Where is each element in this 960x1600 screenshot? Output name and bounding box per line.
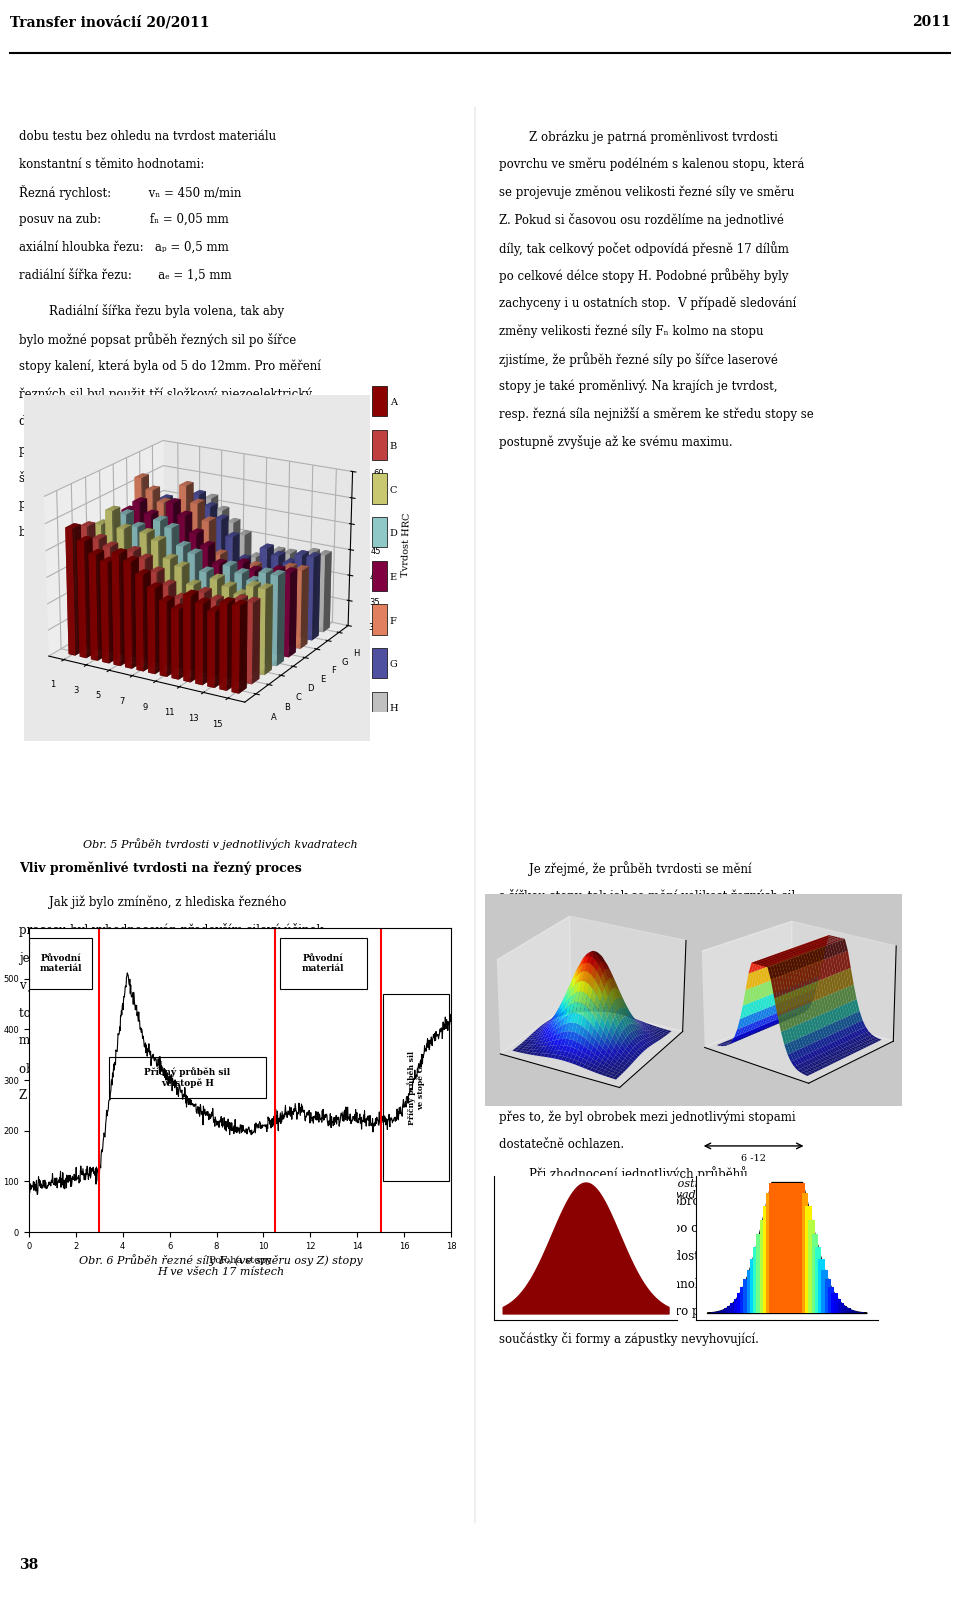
Text: bylo možné popsat průběh řezných sil po šířce: bylo možné popsat průběh řezných sil po … [19, 331, 297, 347]
Text: v jednotlivých stopách. Je pravděpodobné, že síla a: v jednotlivých stopách. Je pravděpodobné… [19, 978, 324, 992]
Text: řezu 0,5 mm je zřejmé, že tvrdost se razantně: řezu 0,5 mm je zřejmé, že tvrdost se raz… [499, 1250, 772, 1262]
Text: Jak již bylo zmíněno, z hlediska řezného: Jak již bylo zmíněno, z hlediska řezného [19, 894, 287, 909]
Bar [372, 605, 387, 635]
X-axis label: Poloha stopy: Poloha stopy [208, 1256, 272, 1266]
Text: Transfer inovácií 20/2011: Transfer inovácií 20/2011 [10, 16, 209, 29]
Text: po celkové délce stopy H. Podobné průběhy byly: po celkové délce stopy H. Podobné průběh… [499, 269, 789, 283]
Text: řezných sil byl použit tří složkový piezoelektrický: řezných sil byl použit tří složkový piez… [19, 387, 312, 400]
Text: D: D [390, 530, 397, 539]
Text: procesu byl vyhodnocován především silový účinek: procesu byl vyhodnocován především silov… [19, 923, 324, 936]
Text: by bylo zapotřebí zmenšit radiální hloubku záběru,: by bylo zapotřebí zmenšit radiální hloub… [499, 944, 802, 958]
Text: 6 -12: 6 -12 [741, 1154, 766, 1163]
Text: obr.6., který zachycuje průběh řezné síly ve směru: obr.6., který zachycuje průběh řezné síl… [19, 1061, 320, 1077]
Text: 2011: 2011 [912, 16, 950, 29]
Text: jednotlivých parametrů laserového kalení: jednotlivých parametrů laserového kalení [19, 950, 267, 965]
Text: A: A [390, 398, 396, 408]
Bar [372, 517, 387, 547]
Text: zjistíme, že průběh řezné síly po šířce laserové: zjistíme, že průběh řezné síly po šířce … [499, 352, 778, 366]
Text: Původní
materiál: Původní materiál [39, 954, 82, 973]
Text: na použité intenzitě paprsku po obrobení hloubky: na použité intenzitě paprsku po obrobení… [499, 1221, 796, 1235]
Text: šroubů, což zaručuje dostatečnou tuhost. Vstupní: šroubů, což zaručuje dostatečnou tuhost.… [19, 470, 313, 485]
Text: přes to, že byl obrobek mezi jednotlivými stopami: přes to, že byl obrobek mezi jednotlivým… [499, 1110, 796, 1125]
Text: Radiální šířka řezu byla volena, tak aby: Radiální šířka řezu byla volena, tak aby [19, 304, 284, 318]
Text: Příčný průběh sil
ve stopě H: Příčný průběh sil ve stopě H [144, 1067, 230, 1088]
Bar [372, 648, 387, 678]
Text: změny velikosti řezné síly Fₙ kolmo na stopu: změny velikosti řezné síly Fₙ kolmo na s… [499, 325, 764, 338]
Text: zachyceny i u ostatních stop.  V případě sledování: zachyceny i u ostatních stop. V případě … [499, 296, 797, 310]
Text: Při zhodnocení jednotlivých průběhů: Při zhodnocení jednotlivých průběhů [499, 1166, 748, 1181]
Text: Obr. 5 Průběh tvrdosti v jednotlivých kvadratech: Obr. 5 Průběh tvrdosti v jednotlivých kv… [84, 838, 358, 850]
Bar [372, 430, 387, 461]
Text: řezných sil ve všech místech obrobku v závislosti: řezných sil ve všech místech obrobku v z… [499, 1194, 791, 1208]
Text: hloubce pod 50 HRC, což je pro provozní: hloubce pod 50 HRC, což je pro provozní [499, 1304, 744, 1318]
Text: C: C [390, 486, 397, 494]
Text: Z obrázku je patrná proměnlivost tvrdosti: Z obrázku je patrná proměnlivost tvrdost… [499, 130, 778, 144]
Text: což by vedlo k přesnějšímu vykreslení křivky průběhu: což by vedlo k přesnějšímu vykreslení kř… [499, 973, 820, 987]
Text: B: B [390, 442, 397, 451]
Text: E: E [390, 573, 396, 582]
Text: menší tvrdost povrchu na kraji obrobku, zatím co: menší tvrdost povrchu na kraji obrobku, … [499, 1054, 793, 1069]
FancyBboxPatch shape [383, 994, 449, 1181]
Text: Dále je vidět u obr.7, že původní materiál měl: Dále je vidět u obr.7, že původní materi… [499, 1027, 771, 1042]
Text: resp. řezná síla nejnižší a směrem ke středu stopy se: resp. řezná síla nejnižší a směrem ke st… [499, 406, 814, 421]
Text: dostatečně ochlazen.: dostatečně ochlazen. [499, 1138, 624, 1152]
Text: Původní
materiál: Původní materiál [302, 954, 345, 973]
Text: Obr. 6 Průběh řezné síly Fₙ (ve směru osy Z) stopy
H ve všech 17 místech: Obr. 6 Průběh řezné síly Fₙ (ve směru os… [79, 1254, 363, 1277]
Text: to především ve směru Z (síla FZ) se bude úměrně: to především ve směru Z (síla FZ) se bud… [19, 1006, 321, 1019]
Text: tvrdosti odpovídající rozložení svazku paprsku.: tvrdosti odpovídající rozložení svazku p… [499, 1000, 779, 1013]
Text: změnila a bylo zjištěno, že v mnoha místech je: změnila a bylo zjištěno, že v mnoha míst… [499, 1277, 774, 1291]
Text: Vliv proměnlivé tvrdosti na řezný proces: Vliv proměnlivé tvrdosti na řezný proces [19, 861, 302, 875]
Text: přímo na upínací plochu dynamometru pomocí šesti: přímo na upínací plochu dynamometru pomo… [19, 443, 328, 456]
Text: Je zřejmé, že průběh tvrdosti se mění: Je zřejmé, že průběh tvrdosti se mění [499, 861, 752, 877]
Text: stopy je také proměnlivý. Na krajích je tvrdost,: stopy je také proměnlivý. Na krajích je … [499, 379, 778, 394]
Text: konstantní s těmito hodnotami:: konstantní s těmito hodnotami: [19, 158, 204, 171]
Text: F: F [390, 616, 396, 626]
Text: radiální šířka řezu:       aₑ = 1,5 mm: radiální šířka řezu: aₑ = 1,5 mm [19, 269, 231, 282]
Text: Obr. 7 Průběh tvrdosti povrchu v jednotlivých
kvadrátech: Obr. 7 Průběh tvrdosti povrchu v jednotl… [572, 1176, 829, 1200]
Text: byly tyto, obr.5:: byly tyto, obr.5: [19, 526, 112, 539]
Text: Pro zpřesnění průběhu sil a tedy i tvrdosti povrchu: Pro zpřesnění průběhu sil a tedy i tvrdo… [499, 917, 803, 931]
Text: dobu testu bez ohledu na tvrdost materiálu: dobu testu bez ohledu na tvrdost materiá… [19, 130, 276, 142]
Text: [Obrobek - fotografie]: [Obrobek - fotografie] [180, 1435, 300, 1445]
Text: Z po celé délce stopy H (viz. obr.4).: Z po celé délce stopy H (viz. obr.4). [19, 1090, 230, 1102]
Text: díly, tak celkový počet odpovídá přesně 17 dílům: díly, tak celkový počet odpovídá přesně … [499, 242, 789, 256]
FancyBboxPatch shape [280, 938, 367, 989]
Text: se projevuje změnou velikosti řezné síly ve směru: se projevuje změnou velikosti řezné síly… [499, 186, 795, 198]
Text: součástky či formy a zápustky nevyhovující.: součástky či formy a zápustky nevyhovují… [499, 1333, 759, 1346]
Text: postupně zvyšuje až ke svému maximu.: postupně zvyšuje až ke svému maximu. [499, 435, 732, 450]
Bar [372, 691, 387, 722]
FancyBboxPatch shape [108, 1058, 266, 1098]
Text: Řezná rychlost:          vₙ = 450 m/min: Řezná rychlost: vₙ = 450 m/min [19, 186, 242, 200]
Text: H: H [390, 704, 398, 714]
Bar [372, 560, 387, 590]
Text: axiální hloubka řezu:   aₚ = 0,5 mm: axiální hloubka řezu: aₚ = 0,5 mm [19, 242, 228, 254]
Text: s šířkou stopy, tak jak se mění velikost řezných sil.: s šířkou stopy, tak jak se mění velikost… [499, 890, 799, 902]
Bar [372, 474, 387, 504]
Text: stopy kalení, která byla od 5 do 12mm. Pro měření: stopy kalení, která byla od 5 do 12mm. P… [19, 360, 321, 373]
Text: Z. Pokud si časovou osu rozdělíme na jednotlivé: Z. Pokud si časovou osu rozdělíme na jed… [499, 213, 784, 227]
Text: povrchu ve směru podélném s kalenou stopu, která: povrchu ve směru podélném s kalenou stop… [499, 158, 804, 171]
Text: Příčný průběh sil
ve stopě G: Příčný průběh sil ve stopě G [407, 1051, 425, 1125]
Text: G: G [390, 661, 397, 669]
Text: mezi jednotlivými stopami byla tvrdost již vyšší a: mezi jednotlivými stopami byla tvrdost j… [499, 1083, 790, 1098]
Text: parametry tvrdosti po kalení diodovým laserem: parametry tvrdosti po kalení diodovým la… [19, 498, 301, 512]
Text: 38: 38 [19, 1558, 38, 1573]
FancyBboxPatch shape [29, 938, 92, 989]
Text: měnit s hodnotou tvrdosti materiálu, tak jak ukazuje: měnit s hodnotou tvrdosti materiálu, tak… [19, 1034, 331, 1046]
Text: dynamometr fy Kistler, a tedy obrobek byl upnut: dynamometr fy Kistler, a tedy obrobek by… [19, 414, 308, 427]
Bar [372, 386, 387, 416]
Text: posuv na zub:             fₙ = 0,05 mm: posuv na zub: fₙ = 0,05 mm [19, 213, 228, 226]
